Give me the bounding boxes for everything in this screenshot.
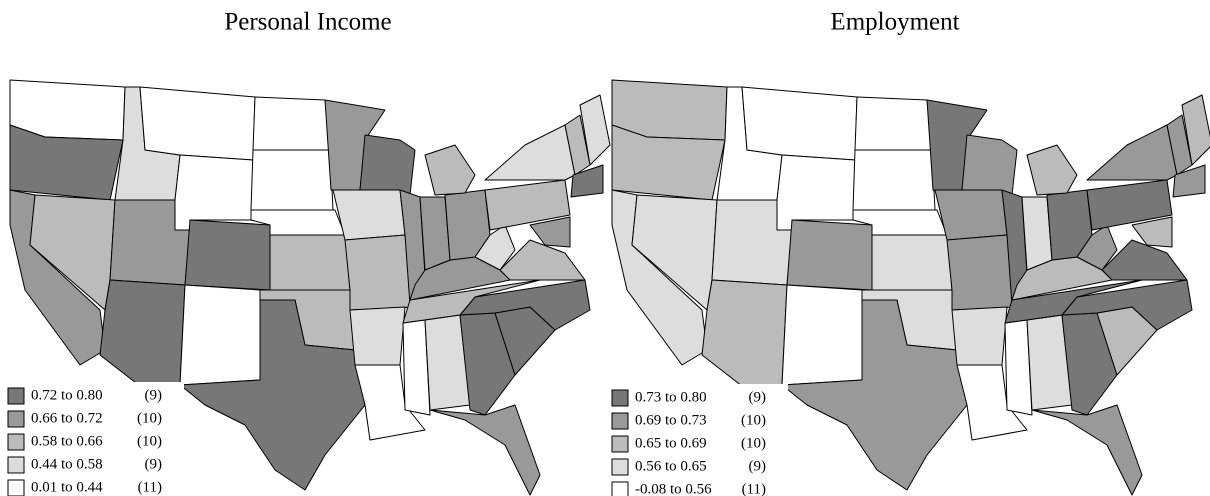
legend-panel [608,384,788,496]
state [252,96,331,151]
legend-swatch [611,389,629,407]
state [579,94,611,166]
map-title: Personal Income [224,9,391,36]
state [1166,114,1193,176]
state [1101,239,1188,281]
state [179,284,261,386]
state [852,149,936,211]
map-title: Employment [830,9,959,36]
state [354,364,426,441]
legend-label: 0.56 to 0.65 [635,458,707,474]
state [402,279,541,324]
legend-count: (9) [749,389,767,405]
legend-label: 0.44 to 0.58 [31,456,103,472]
legend-label: 0.58 to 0.66 [31,433,103,449]
state [174,154,254,231]
legend-count: (11) [742,481,766,496]
legend-label: 0.69 to 0.73 [635,412,707,428]
state [741,86,858,161]
legend-swatch [7,456,25,474]
state [344,234,416,311]
state [854,96,933,151]
state [139,86,256,161]
legend-count: (9) [145,387,163,403]
state [459,279,591,331]
legend-swatch [611,412,629,430]
state [961,134,1018,196]
state [871,234,953,291]
legend-swatch [7,410,25,428]
state [484,179,571,231]
state [9,124,124,201]
legend-panel [4,382,184,496]
state [570,164,604,198]
state [1172,164,1206,198]
state [184,219,271,291]
legend-swatch [7,433,25,451]
state [934,189,1008,241]
state [349,306,406,366]
legend-swatch [611,481,629,496]
state [1086,124,1178,181]
legend-label: 0.01 to 0.44 [31,479,103,495]
state [269,234,351,291]
state [424,144,476,196]
state [1086,179,1173,231]
legend-label: 0.72 to 0.80 [31,387,103,403]
state [1031,404,1143,496]
legend-count: (10) [741,412,766,428]
legend-count: (10) [137,433,162,449]
legend-label: 0.66 to 0.72 [31,410,103,426]
state [1004,279,1143,324]
legend-count: (10) [741,435,766,451]
legend-swatch [611,458,629,476]
state [776,154,856,231]
state [951,306,1008,366]
legend-label: 0.73 to 0.80 [635,389,707,405]
state [611,124,726,201]
state [786,219,873,291]
state [1061,279,1193,331]
state [529,216,571,248]
state [484,124,576,181]
state [1181,94,1210,166]
legend-swatch [7,479,25,496]
state [956,364,1028,441]
legend-count: (9) [145,456,163,472]
state [1026,144,1078,196]
state [1131,216,1173,248]
state [250,149,334,211]
state [429,404,541,496]
state [781,284,863,386]
legend-swatch [7,387,25,405]
legend-swatch [611,435,629,453]
legend-label: 0.65 to 0.69 [635,435,707,451]
state [332,189,406,241]
state [99,279,186,391]
legend-count: (9) [749,458,767,474]
state [946,234,1018,311]
legend-count: (10) [137,410,162,426]
state [359,134,416,196]
legend-count: (11) [138,479,162,495]
state [499,239,586,281]
legend-label: -0.08 to 0.56 [635,481,712,496]
state [564,114,591,176]
state [701,279,788,391]
